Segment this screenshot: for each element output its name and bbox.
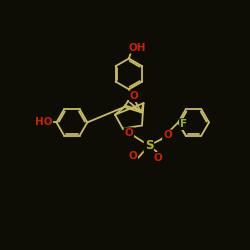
Text: S: S bbox=[145, 139, 153, 152]
Text: O: O bbox=[128, 151, 137, 161]
Text: O: O bbox=[124, 128, 133, 138]
Text: F: F bbox=[180, 119, 187, 129]
Text: O: O bbox=[163, 130, 172, 140]
Text: O: O bbox=[153, 153, 162, 163]
Text: OH: OH bbox=[128, 43, 146, 53]
Text: HO: HO bbox=[35, 118, 52, 128]
Text: O: O bbox=[130, 91, 139, 101]
